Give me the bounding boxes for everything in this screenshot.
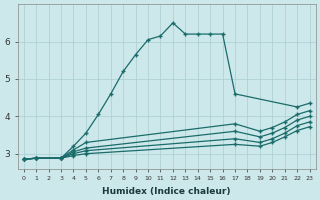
X-axis label: Humidex (Indice chaleur): Humidex (Indice chaleur) [102, 187, 231, 196]
